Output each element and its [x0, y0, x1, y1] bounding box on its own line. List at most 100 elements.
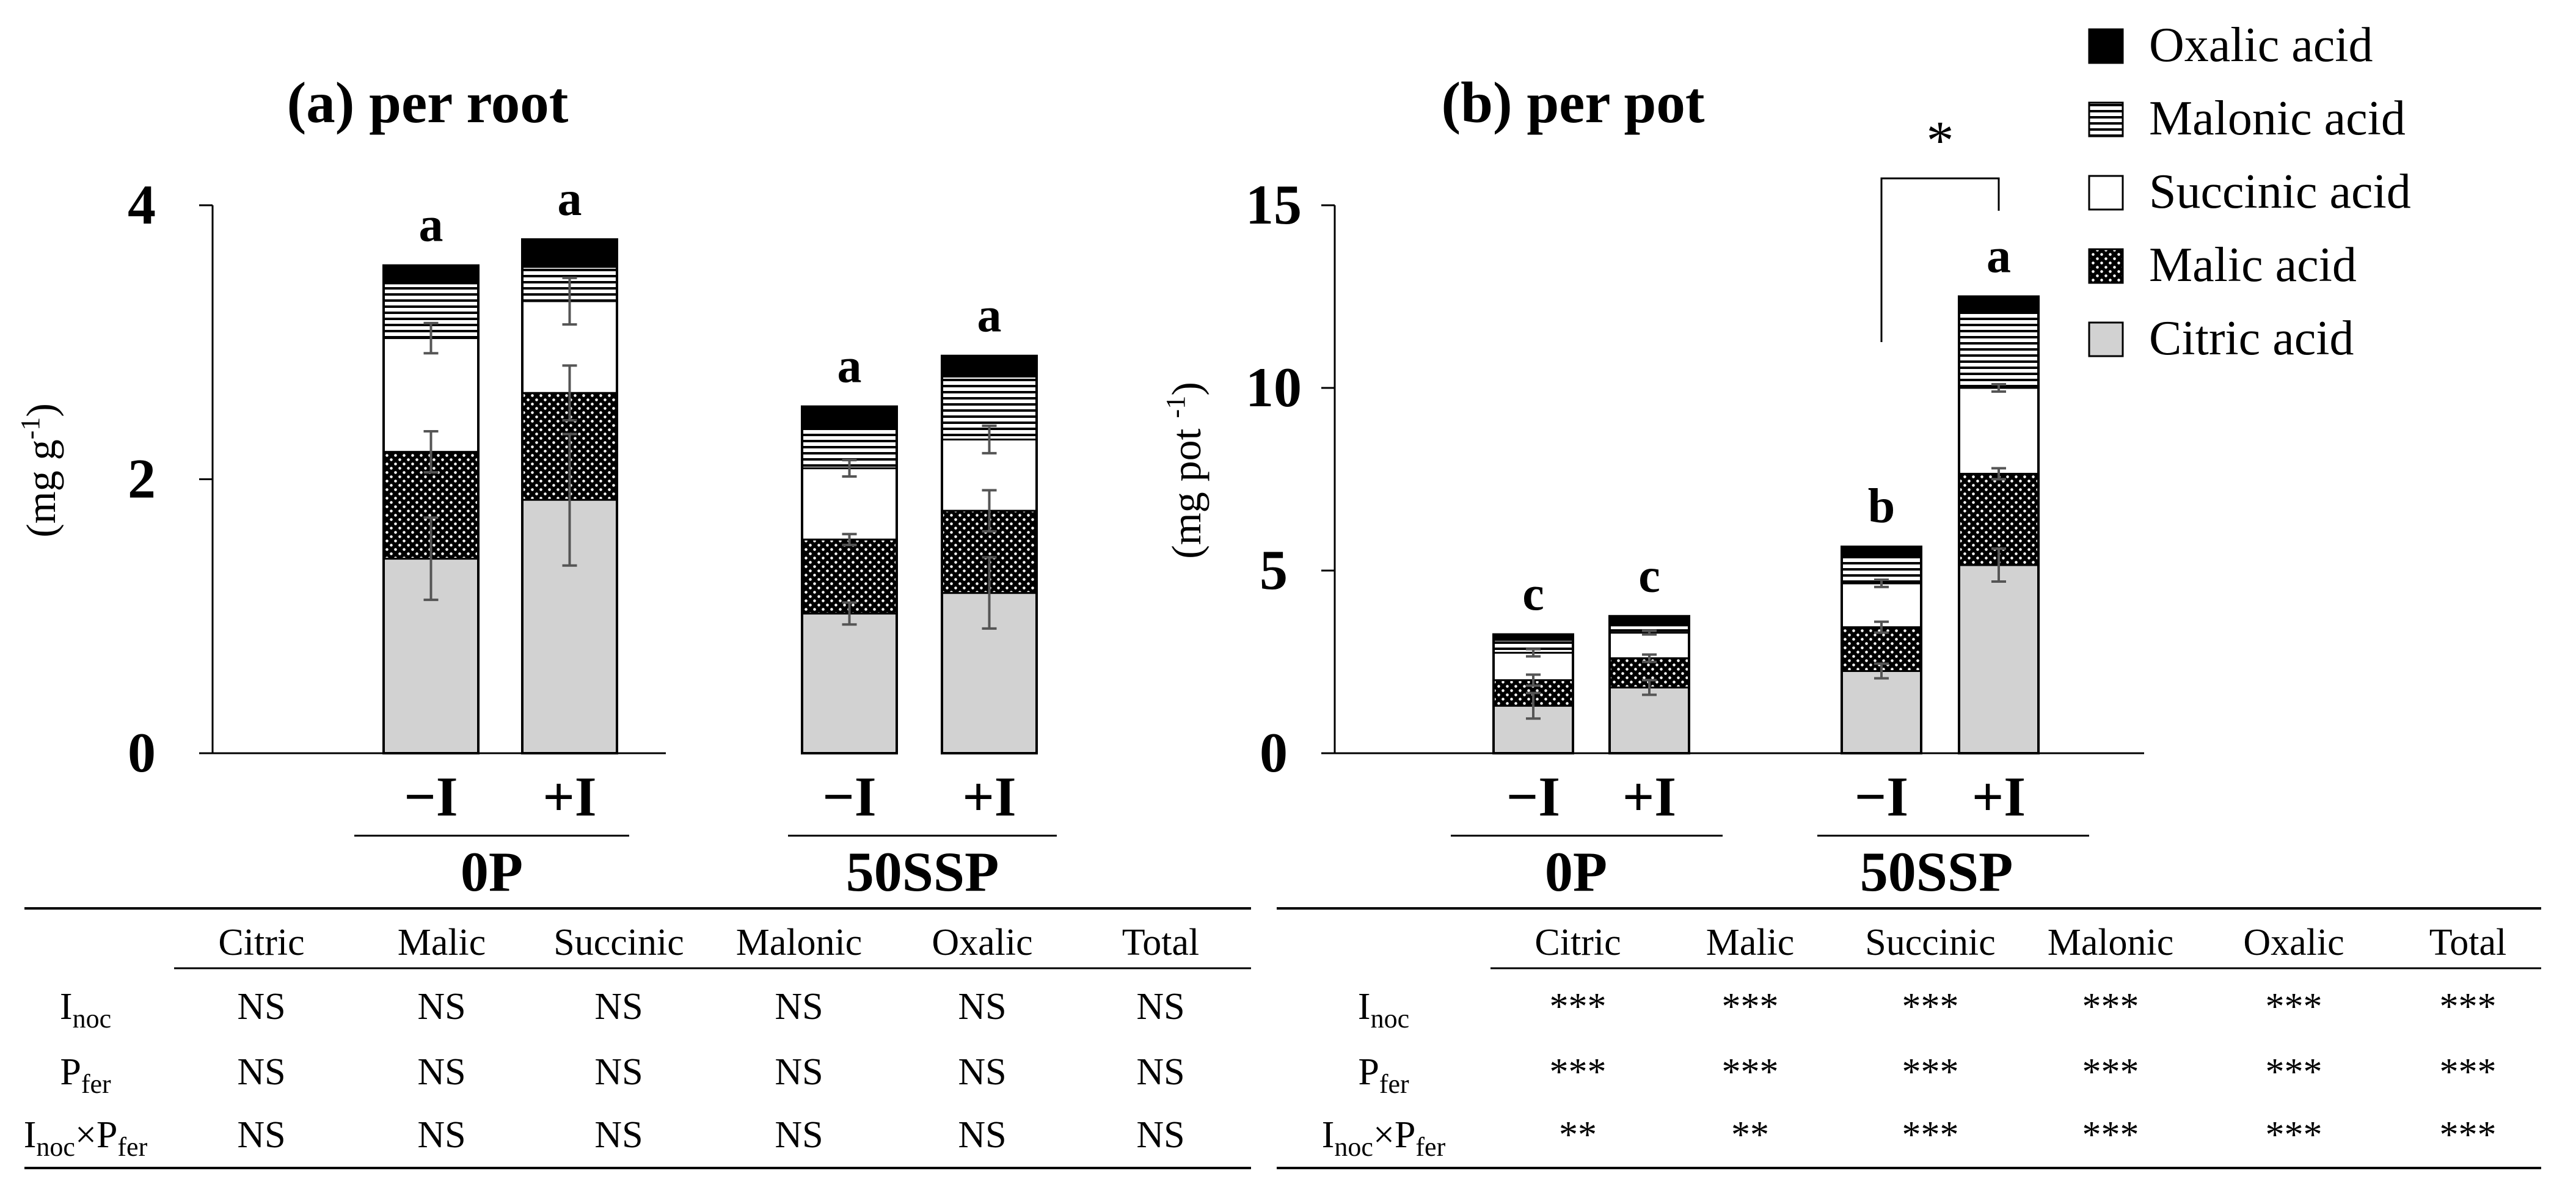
error-bar	[842, 601, 857, 626]
error-bar	[562, 433, 577, 567]
table-cell: **	[1559, 1114, 1597, 1156]
legend-item-malic-acid: Malic acid	[2088, 238, 2357, 292]
chart-title: (b) per pot	[1441, 70, 1704, 135]
table-cell: NS	[594, 1051, 643, 1093]
error-bar	[1526, 648, 1541, 658]
x-tick-label: +I	[542, 765, 596, 828]
bar-segment-oxalic-acid	[1958, 296, 2040, 314]
x-tick-label: −I	[1506, 765, 1560, 828]
legend-swatch	[2088, 248, 2124, 284]
bar-segment-oxalic-acid	[941, 355, 1038, 378]
bar-outline	[1492, 633, 1574, 755]
svg-text:(mg g-1): (mg g-1)	[15, 403, 64, 538]
group-label: 50SSP	[846, 841, 999, 903]
bar-stack	[1841, 546, 1922, 754]
error-bar	[1526, 692, 1541, 720]
bar-outline	[382, 264, 480, 755]
error-bar	[562, 276, 577, 326]
table-cell: ***	[2082, 1114, 2139, 1156]
table-row: Pfer NS NS NS NS NS NS	[60, 1051, 1184, 1099]
table-cell: ***	[2266, 1114, 2322, 1156]
error-bar	[982, 425, 997, 454]
significance-letter: c	[1638, 549, 1660, 603]
error-bar	[1991, 467, 2006, 481]
table-header-cell: Succinic	[1865, 922, 1996, 963]
table-cell: NS	[775, 986, 823, 1028]
table-row-label: Pfer	[60, 1051, 111, 1099]
chart-title: (a) per root	[287, 70, 569, 135]
x-tick-label: +I	[962, 765, 1016, 828]
y-label-pre: (mg g	[18, 439, 64, 538]
table-cell: NS	[417, 986, 465, 1028]
significance-letter: a	[1987, 230, 2011, 283]
table-cell: ***	[1902, 986, 1959, 1028]
table-cell: ***	[1722, 1051, 1779, 1093]
legend-swatch	[2088, 101, 2124, 137]
y-label-post: )	[1163, 382, 1210, 396]
x-tick-label: −I	[1855, 765, 1908, 828]
bar-segment-citric-acid	[1841, 670, 1922, 754]
legend-label: Oxalic acid	[2149, 18, 2373, 72]
bar-stack	[1492, 633, 1574, 755]
legend-item-succinic-acid: Succinic acid	[2088, 165, 2411, 219]
table-header-cell: Citric	[218, 922, 304, 963]
table-cell: NS	[237, 1114, 285, 1156]
table-cell: NS	[775, 1051, 823, 1093]
table-cell: NS	[958, 986, 1006, 1028]
svg-text:(mg pot -1): (mg pot -1)	[1161, 382, 1210, 559]
table-cell: ***	[2440, 1051, 2497, 1093]
table-cell: NS	[417, 1114, 465, 1156]
stats-table-per-root: Citric Malic Succinic Malonic Oxalic Total Ino…	[24, 907, 1251, 1169]
error-bar	[1874, 662, 1889, 680]
y-tick-label: 15	[1246, 173, 1302, 236]
bar-segment-citric-acid	[1608, 686, 1690, 754]
y-label-sup: -1	[1161, 396, 1191, 418]
legend-swatch	[2088, 321, 2124, 357]
table-row: Inoc×Pfer ** ** *** *** *** ***	[1322, 1114, 2497, 1162]
error-bar	[1991, 383, 2006, 393]
table-header-cell: Malonic	[736, 922, 863, 963]
bar-stack	[1608, 615, 1690, 754]
table-cell: ***	[1902, 1114, 1959, 1156]
x-tick-label: +I	[1622, 765, 1676, 828]
group-label: 0P	[1545, 841, 1607, 903]
legend-item-oxalic-acid: Oxalic acid	[2088, 18, 2373, 72]
table-row: Inoc NS NS NS NS NS NS	[60, 986, 1185, 1034]
error-bar	[1642, 653, 1657, 663]
y-axis-label: (mg g-1)	[15, 403, 64, 538]
y-tick-label: 10	[1246, 356, 1302, 418]
table-row-label: Pfer	[1358, 1051, 1409, 1099]
bar-segment-succinic-acid	[1841, 582, 1922, 629]
y-tick-label: 2	[128, 448, 156, 510]
table-row-label: Inoc	[1358, 986, 1409, 1034]
table-cell: NS	[594, 1114, 643, 1156]
y-axis-label: (mg pot -1)	[1161, 382, 1210, 559]
bar-segment-oxalic-acid	[1841, 546, 1922, 557]
group-label: 50SSP	[1860, 841, 2013, 903]
significance-bracket	[1880, 177, 2000, 342]
table-cell: ***	[2082, 986, 2139, 1028]
table-cell: NS	[237, 1051, 285, 1093]
table-row: Inoc×Pfer NS NS NS NS NS NS	[24, 1114, 1185, 1162]
legend-label: Succinic acid	[2149, 165, 2411, 219]
error-bar	[1642, 629, 1657, 636]
significance-letter: a	[977, 289, 1002, 343]
table-cell: NS	[958, 1114, 1006, 1156]
bar-stack	[521, 238, 618, 754]
table-cell: NS	[1136, 1114, 1184, 1156]
bar-segment-oxalic-acid	[521, 238, 618, 268]
table-header-cell: Succinic	[553, 922, 684, 963]
table-header-cell: Total	[1122, 922, 1200, 963]
table-header-cell: Malic	[398, 922, 486, 963]
error-bar	[1526, 673, 1541, 687]
error-bar	[1874, 620, 1889, 634]
table-header-cell: Malic	[1706, 922, 1795, 963]
stats-table-per-pot: Citric Malic Succinic Malonic Oxalic Total Ino…	[1277, 907, 2541, 1169]
table-cell: ***	[1550, 1051, 1607, 1093]
table-cell: NS	[775, 1114, 823, 1156]
significance-letter: a	[837, 340, 862, 393]
y-label-post: )	[18, 403, 64, 417]
table-cell: ***	[1550, 986, 1607, 1028]
table-row-label: Inoc×Pfer	[1322, 1114, 1446, 1162]
